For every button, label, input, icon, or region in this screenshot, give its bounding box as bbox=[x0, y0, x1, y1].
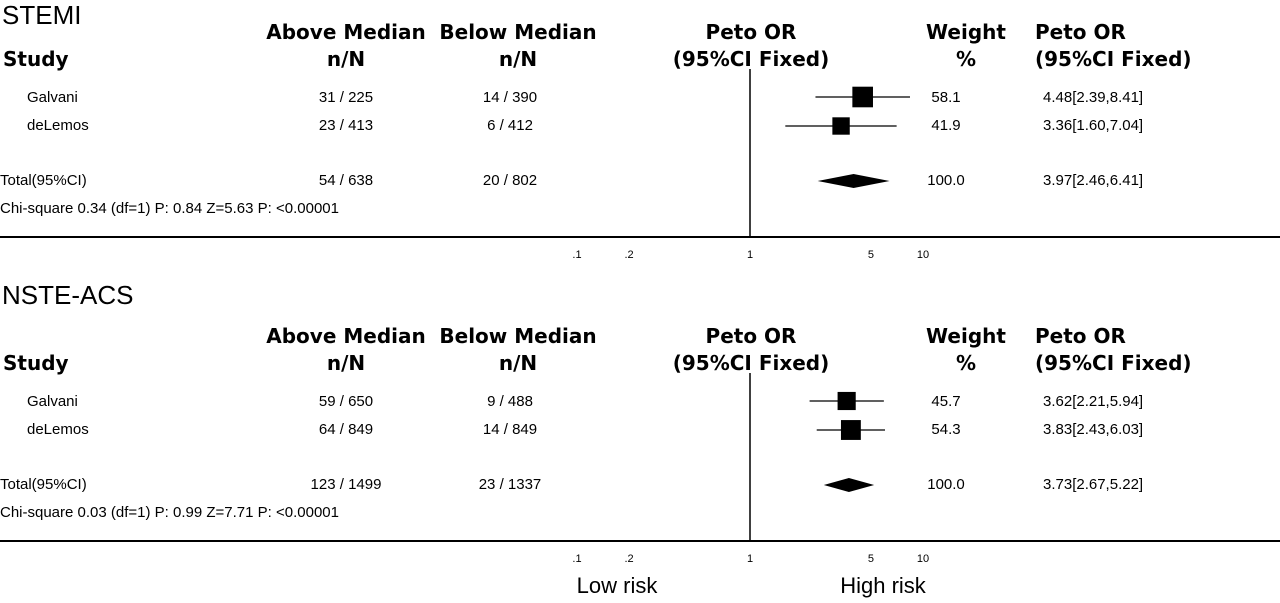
total-above: 123 / 1499 bbox=[310, 476, 382, 493]
col-header-or-plot: Peto OR bbox=[705, 20, 797, 44]
total-weight: 100.0 bbox=[927, 172, 965, 189]
total-or-text: 3.97[2.46,6.41] bbox=[1043, 172, 1144, 189]
col-header-weight: Weight bbox=[926, 324, 1006, 348]
x-tick-label: 1 bbox=[747, 553, 753, 565]
study-weight: 58.1 bbox=[931, 89, 961, 106]
study-below: 14 / 390 bbox=[482, 89, 538, 106]
x-tick-label: 1 bbox=[747, 249, 753, 261]
study-or-square bbox=[852, 86, 873, 108]
heterogeneity-stats: Chi-square 0.03 (df=1) P: 0.99 Z=7.71 P:… bbox=[0, 504, 339, 521]
col-header-above: Above Median bbox=[266, 20, 426, 44]
col-header-study: Study bbox=[3, 47, 69, 71]
total-weight: 100.0 bbox=[927, 476, 965, 493]
col-header-below-sub: n/N bbox=[498, 351, 538, 375]
col-header-or-text: Peto OR bbox=[1035, 324, 1126, 348]
study-or-text: 3.83[2.43,6.03] bbox=[1043, 421, 1144, 438]
col-header-below: Below Median bbox=[439, 20, 597, 44]
study-above: 31 / 225 bbox=[318, 89, 374, 106]
x-tick-label: .1 bbox=[572, 553, 581, 565]
col-header-weight: Weight bbox=[926, 20, 1006, 44]
panel-title: STEMI bbox=[2, 0, 82, 30]
pooled-diamond bbox=[817, 174, 890, 188]
study-or-text: 3.62[2.21,5.94] bbox=[1043, 393, 1144, 410]
study-below: 6 / 412 bbox=[487, 117, 533, 134]
total-below: 20 / 802 bbox=[482, 172, 538, 189]
x-tick-label: 5 bbox=[868, 249, 874, 261]
study-below: 9 / 488 bbox=[487, 393, 533, 410]
study-name: Galvani bbox=[27, 89, 78, 106]
x-tick-label: .2 bbox=[624, 553, 633, 565]
col-header-or-plot-sub: (95%CI Fixed) bbox=[672, 47, 830, 71]
col-header-weight-sub: % bbox=[955, 351, 977, 375]
col-header-or-text-sub: (95%CI Fixed) bbox=[1035, 351, 1192, 375]
panel-title: NSTE-ACS bbox=[2, 280, 134, 310]
col-header-above: Above Median bbox=[266, 324, 426, 348]
col-header-above-sub: n/N bbox=[326, 351, 366, 375]
col-header-or-text: Peto OR bbox=[1035, 20, 1126, 44]
col-header-or-text-sub: (95%CI Fixed) bbox=[1035, 47, 1192, 71]
col-header-above-sub: n/N bbox=[326, 47, 366, 71]
study-or-square bbox=[840, 420, 861, 440]
col-header-or-plot: Peto OR bbox=[705, 324, 797, 348]
high-risk-label: High risk bbox=[840, 573, 926, 598]
study-weight: 41.9 bbox=[931, 117, 961, 134]
forest-plot-area: .1 .2 1 5 10 bbox=[0, 373, 1280, 565]
study-above: 23 / 413 bbox=[318, 117, 374, 134]
x-tick-label: .1 bbox=[572, 249, 581, 261]
study-or-square bbox=[832, 117, 850, 135]
col-header-below: Below Median bbox=[439, 324, 597, 348]
study-above: 64 / 849 bbox=[318, 421, 374, 438]
study-or-text: 4.48[2.39,8.41] bbox=[1043, 89, 1144, 106]
forest-panel-nste-acs: NSTE-ACS Study Above Median n/N Below Me… bbox=[0, 282, 1280, 570]
study-or-square bbox=[837, 391, 856, 411]
study-name: deLemos bbox=[27, 421, 89, 438]
x-tick-label: 10 bbox=[917, 249, 929, 261]
study-weight: 45.7 bbox=[931, 393, 961, 410]
heterogeneity-stats: Chi-square 0.34 (df=1) P: 0.84 Z=5.63 P:… bbox=[0, 200, 339, 217]
pooled-diamond bbox=[823, 478, 875, 492]
x-tick-label: 10 bbox=[917, 553, 929, 565]
low-risk-label: Low risk bbox=[576, 573, 658, 598]
study-name: Galvani bbox=[27, 393, 78, 410]
total-or-text: 3.73[2.67,5.22] bbox=[1043, 476, 1144, 493]
x-tick-label: .2 bbox=[624, 249, 633, 261]
total-label: Total(95%CI) bbox=[0, 172, 87, 189]
study-name: deLemos bbox=[27, 117, 89, 134]
col-header-below-sub: n/N bbox=[498, 47, 538, 71]
total-label: Total(95%CI) bbox=[0, 476, 87, 493]
col-header-or-plot-sub: (95%CI Fixed) bbox=[672, 351, 830, 375]
forest-panel-stemi: STEMI Study Above Median n/N Below Media… bbox=[0, 0, 1280, 300]
col-header-weight-sub: % bbox=[955, 47, 977, 71]
total-below: 23 / 1337 bbox=[478, 476, 542, 493]
study-above: 59 / 650 bbox=[318, 393, 374, 410]
study-or-text: 3.36[1.60,7.04] bbox=[1043, 117, 1144, 134]
col-header-study: Study bbox=[3, 351, 69, 375]
x-tick-label: 5 bbox=[868, 553, 874, 565]
study-below: 14 / 849 bbox=[482, 421, 538, 438]
total-above: 54 / 638 bbox=[318, 172, 374, 189]
study-weight: 54.3 bbox=[931, 421, 961, 438]
forest-plot-area: .1 .2 1 5 10 bbox=[0, 69, 1280, 261]
